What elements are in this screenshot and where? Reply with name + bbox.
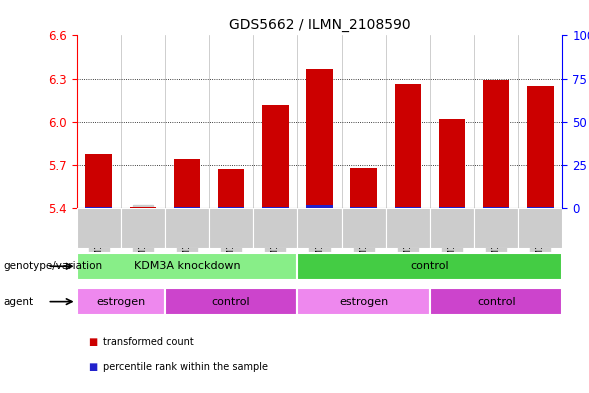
Bar [165, 288, 297, 315]
Bar [209, 208, 253, 248]
Bar [209, 35, 253, 208]
Bar [297, 208, 342, 248]
Bar [297, 35, 342, 208]
Bar [174, 159, 200, 208]
Bar [386, 35, 430, 208]
Bar [253, 35, 297, 208]
Bar [297, 253, 562, 279]
Bar [77, 208, 121, 248]
Bar [395, 207, 421, 208]
Bar [527, 86, 554, 208]
Bar [85, 207, 112, 208]
Text: estrogen: estrogen [339, 297, 388, 307]
Bar [474, 35, 518, 208]
Bar [77, 253, 297, 279]
Bar [297, 288, 430, 315]
Bar [130, 207, 156, 208]
Bar [77, 35, 121, 208]
Text: estrogen: estrogen [96, 297, 145, 307]
Bar [121, 35, 165, 208]
Text: KDM3A knockdown: KDM3A knockdown [134, 261, 240, 271]
Bar [350, 168, 377, 208]
Title: GDS5662 / ILMN_2108590: GDS5662 / ILMN_2108590 [229, 18, 411, 31]
Text: control: control [477, 297, 515, 307]
Text: genotype/variation: genotype/variation [3, 261, 102, 271]
Bar [262, 105, 289, 208]
Bar [218, 169, 244, 208]
Bar [342, 35, 386, 208]
Text: percentile rank within the sample: percentile rank within the sample [103, 362, 268, 373]
Text: control: control [411, 261, 449, 271]
Bar [342, 208, 386, 248]
Bar [253, 208, 297, 248]
Text: ■: ■ [88, 362, 98, 373]
Bar [518, 35, 562, 208]
Bar [483, 80, 509, 208]
Bar [174, 207, 200, 208]
Bar [395, 84, 421, 208]
Bar [85, 154, 112, 208]
Bar [306, 68, 333, 208]
Bar [483, 207, 509, 208]
Bar [77, 288, 165, 315]
Bar [518, 208, 562, 248]
Bar [439, 207, 465, 208]
Bar [165, 35, 209, 208]
Bar [386, 208, 430, 248]
Bar [165, 208, 209, 248]
Bar [430, 288, 562, 315]
Bar [474, 208, 518, 248]
Text: agent: agent [3, 297, 33, 307]
Bar [439, 119, 465, 208]
Bar [306, 205, 333, 208]
Bar [121, 208, 165, 248]
Text: ■: ■ [88, 337, 98, 347]
Text: control: control [212, 297, 250, 307]
Bar [430, 35, 474, 208]
Bar [527, 207, 554, 208]
Text: transformed count: transformed count [103, 337, 194, 347]
Bar [430, 208, 474, 248]
